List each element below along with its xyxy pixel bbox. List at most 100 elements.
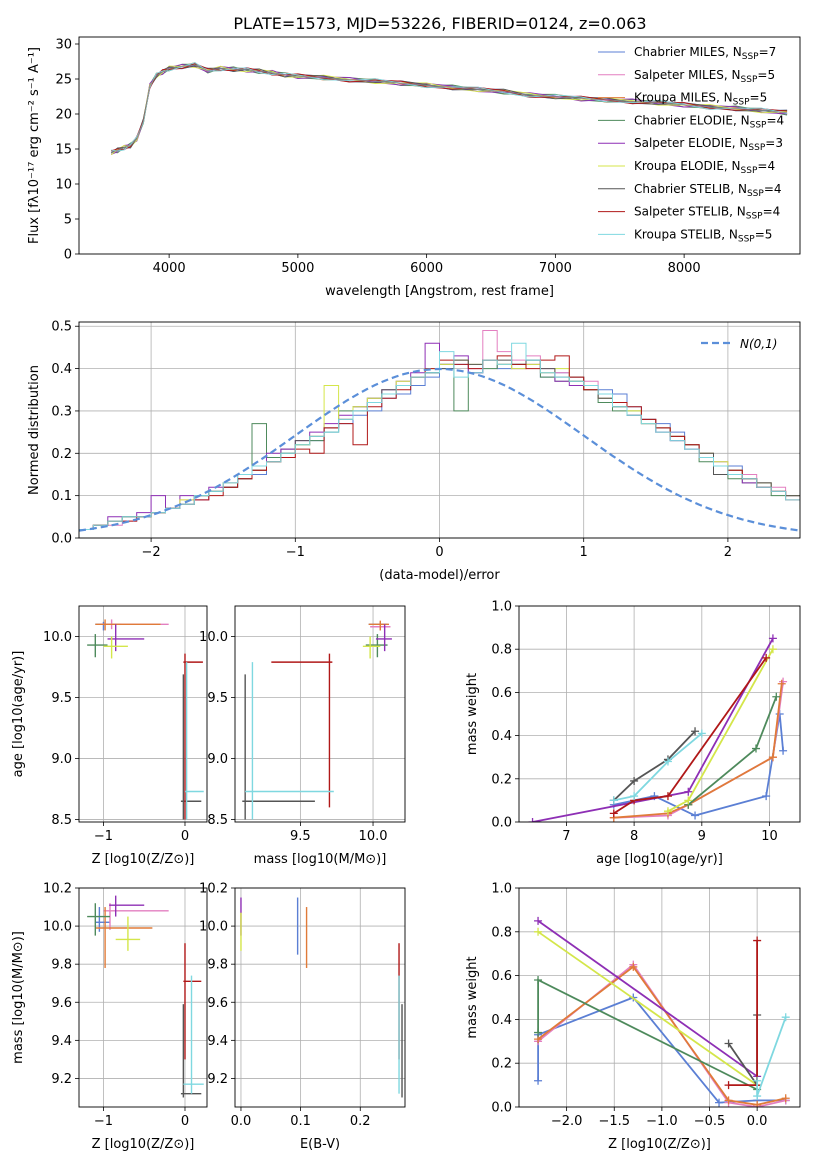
x-tick-label: 4000 xyxy=(153,261,186,276)
y-tick-label: 0.4 xyxy=(491,1013,512,1028)
y-tick-label: 5 xyxy=(64,213,72,228)
legend-label: Salpeter MILES, NSSP=5 xyxy=(634,68,775,85)
legend-label: Chabrier ELODIE, NSSP=4 xyxy=(634,113,784,130)
y-tick-label: 9.6 xyxy=(207,996,228,1011)
y-tick-label: 0.1 xyxy=(51,489,72,504)
data-point xyxy=(629,962,638,971)
y-tick-label: 9.2 xyxy=(51,1072,72,1087)
data-point xyxy=(781,1013,790,1022)
data-point xyxy=(663,757,672,766)
x-tick-label: −1.0 xyxy=(646,1114,678,1129)
data-point xyxy=(630,776,639,785)
legend-label: Chabrier MILES, NSSP=7 xyxy=(634,45,776,62)
legend-label: Kroupa MILES, NSSP=5 xyxy=(634,91,767,108)
y-tick-label: 10.0 xyxy=(199,920,228,935)
y-tick-label: 0 xyxy=(64,248,72,263)
data-point xyxy=(768,634,777,643)
y-tick-label: 10.2 xyxy=(43,882,72,897)
data-point xyxy=(684,796,693,805)
data-point xyxy=(609,796,618,805)
axes-frame xyxy=(234,605,406,823)
y-tick-label: 9.5 xyxy=(51,691,72,706)
y-tick-label: 0.0 xyxy=(51,532,72,547)
data-point xyxy=(691,811,700,820)
x-tick-label: −1 xyxy=(286,545,305,560)
plot-area xyxy=(242,620,392,820)
y-tick-label: 0.0 xyxy=(491,1101,512,1116)
x-tick-label: 6000 xyxy=(410,261,443,276)
data-point xyxy=(534,916,543,925)
plot-area xyxy=(87,895,204,1098)
y-tick-label: 9.0 xyxy=(51,752,72,767)
series-line xyxy=(613,657,767,815)
x-tick-label: 5000 xyxy=(281,261,314,276)
data-point xyxy=(751,744,760,753)
x-axis-label: Z [log10(Z/Z⊙)] xyxy=(608,1137,711,1152)
spectrum-data-line xyxy=(111,64,788,153)
series-line xyxy=(756,1016,787,1097)
panel-mass-vs-EBV: 0.0 0.1 0.2 9.2 9.4 9.6 9.8 10.0 10.2 E(B-V) xyxy=(199,882,406,1152)
spectrum-model-line xyxy=(111,63,788,155)
y-tick-label: 0.8 xyxy=(491,643,512,658)
data-point xyxy=(724,1096,733,1105)
y-tick-label: 0.6 xyxy=(491,686,512,701)
x-axis-label: (data-model)/error xyxy=(379,568,500,583)
x-tick-label: 2 xyxy=(724,545,732,560)
axes-frame xyxy=(234,887,406,1108)
y-tick-label: 9.5 xyxy=(207,691,228,706)
y-tick-label: 0.0 xyxy=(491,816,512,831)
y-tick-label: 0.4 xyxy=(491,729,512,744)
series-line xyxy=(532,637,774,822)
x-tick-label: 1 xyxy=(580,545,588,560)
plot-area xyxy=(79,330,800,532)
data-point xyxy=(753,1076,762,1085)
series-line xyxy=(537,931,758,1086)
data-point xyxy=(534,975,543,984)
y-tick-label: 9.4 xyxy=(51,1034,72,1049)
histogram-step xyxy=(79,355,800,530)
series-line xyxy=(537,920,758,1078)
legend-label: Salpeter STELIB, NSSP=4 xyxy=(634,205,780,222)
y-tick-label: 9.0 xyxy=(207,752,228,767)
x-tick-label: −1.5 xyxy=(598,1114,630,1129)
data-point xyxy=(753,936,762,945)
histogram-step xyxy=(79,342,800,530)
x-axis-label: Z [log10(Z/Z⊙)] xyxy=(92,852,195,867)
x-tick-label: 0.0 xyxy=(747,1114,768,1129)
series-line xyxy=(613,732,703,802)
data-point xyxy=(779,746,788,755)
x-tick-label: 7 xyxy=(562,829,570,844)
legend-label: Kroupa STELIB, NSSP=5 xyxy=(634,227,772,244)
y-tick-label: 0.2 xyxy=(491,1057,512,1072)
plot-area xyxy=(528,634,788,822)
histogram-step xyxy=(79,342,800,530)
y-tick-label: 9.4 xyxy=(207,1034,228,1049)
legend-label: Salpeter ELODIE, NSSP=3 xyxy=(634,136,783,153)
series-line xyxy=(613,730,696,802)
axes-frame xyxy=(78,321,801,539)
x-tick-label: 0 xyxy=(181,1114,189,1129)
panel-spectrum: 4000 5000 6000 7000 8000 0 5 10 15 20 25 30 waveleng… xyxy=(27,36,801,299)
data-point xyxy=(534,927,543,936)
data-point xyxy=(684,787,693,796)
x-axis-label: Z [log10(Z/Z⊙)] xyxy=(92,1137,195,1152)
x-axis-label: wavelength [Angstrom, rest frame] xyxy=(325,284,554,299)
data-point xyxy=(534,1028,543,1037)
data-point xyxy=(781,1094,790,1103)
y-tick-label: 0.6 xyxy=(491,969,512,984)
y-tick-label: 15 xyxy=(55,143,72,158)
series-line xyxy=(537,978,758,1091)
axes-frame xyxy=(78,36,801,255)
y-axis-label: mass [log10(M/M⊙)] xyxy=(11,931,26,1064)
data-point xyxy=(768,753,777,762)
x-tick-label: 0 xyxy=(181,829,189,844)
y-tick-label: 10 xyxy=(55,178,72,193)
gaussian-curve xyxy=(79,367,800,532)
data-point xyxy=(762,653,771,662)
data-point xyxy=(724,1081,733,1090)
panel-age-vs-mass: 9.5 10.0 8.5 9.0 9.5 10.0 mass [log10(M/M⊙)] xyxy=(199,605,406,867)
x-tick-label: 9.5 xyxy=(290,829,311,844)
x-axis-label: age [log10(age/yr)] xyxy=(596,852,723,867)
x-tick-label: 7000 xyxy=(539,261,572,276)
legend-label: Chabrier STELIB, NSSP=4 xyxy=(634,182,782,199)
